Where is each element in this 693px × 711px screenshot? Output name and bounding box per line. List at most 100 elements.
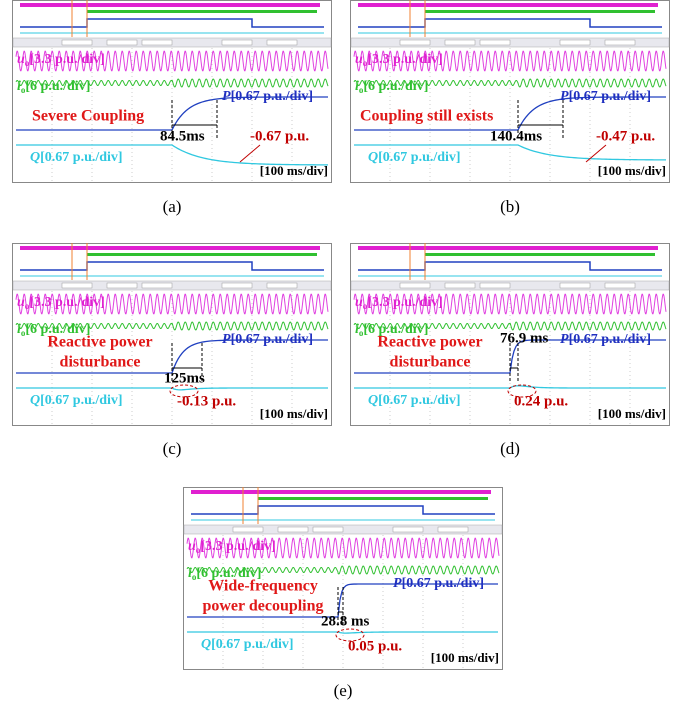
header-box [313,527,343,532]
annotation: disturbance [60,354,141,371]
u-label-var: u [17,295,25,310]
annotation: Severe Coupling [32,108,144,125]
header-box [142,40,172,45]
header-box [233,527,263,532]
q-change-label: -0.47 p.u. [596,128,655,144]
q-change-label: 0.24 p.u. [514,393,568,409]
time-label: 28.8 ms [321,613,369,629]
q-change-label: 0.05 p.u. [348,638,402,654]
p-label-scale: [0.67 p.u./div] [231,332,313,347]
header-box [445,40,475,45]
timebase-label: [100 ms/div] [431,650,499,665]
header-box [222,40,252,45]
p-label: P[0.67 p.u./div] [560,89,651,104]
scope-panel: uo[3.3 p.u./div]io[6 p.u./div]P[0.67 p.u… [184,487,503,700]
p-label-scale: [0.67 p.u./div] [231,89,313,104]
q-label: Q[0.67 p.u./div] [30,393,123,408]
figure-canvas: uo[3.3 p.u./div] io[6 p.u./div] P[0.67 p.u… [0,0,693,711]
q-label: Q[0.67 p.u./div] [201,637,294,652]
timebase-label: [100 ms/div] [260,406,328,421]
q-label: Q[0.67 p.u./div] [368,150,461,165]
overview-green [87,10,317,13]
u-label-scale: [3.3 p.u./div] [200,539,275,554]
u-label-scale: [3.3 p.u./div] [367,295,442,310]
figure: uo[3.3 p.u./div] io[6 p.u./div] P[0.67 p.u… [0,0,693,711]
header-box [393,527,423,532]
u-label: uo[3.3 p.u./div] [355,52,443,68]
header-box [400,40,430,45]
caption: (b) [500,197,520,216]
header-box [267,283,297,288]
header-box [560,40,590,45]
timebase-label: [100 ms/div] [598,163,666,178]
q-label-var: Q [30,393,40,408]
caption: (a) [163,197,182,216]
u-label-scale: [3.3 p.u./div] [367,52,442,67]
u-label-var: u [17,52,25,67]
p-label: P[0.67 p.u./div] [393,576,484,591]
timebase-label: [100 ms/div] [260,163,328,178]
annotation: Wide-frequency [208,578,318,595]
u-label: uo[3.3 p.u./div] [17,295,105,311]
time-label: 140.4ms [490,128,542,144]
header-box [278,527,308,532]
header-box [438,527,468,532]
scope-panel: uo[3.3 p.u./div] io[6 p.u./div] P[0.67 p.u… [13,0,332,216]
i-label-scale: [6 p.u./div] [363,79,428,94]
header-box [222,283,252,288]
overview-bar [191,490,491,494]
i-label: io[6 p.u./div] [17,79,90,95]
header-box [400,283,430,288]
q-label-var: Q [30,150,40,165]
caption: (d) [500,439,520,458]
q-label: Q[0.67 p.u./div] [368,393,461,408]
q-change-label: -0.13 p.u. [177,393,236,409]
header-box [605,283,635,288]
u-label-var: u [188,539,196,554]
header-box [62,283,92,288]
u-label-scale: [3.3 p.u./div] [29,52,104,67]
header-box [267,40,297,45]
header-box [107,40,137,45]
i-label: io[6 p.u./div] [355,79,428,95]
p-label: P[0.67 p.u./div] [222,332,313,347]
header-box [480,40,510,45]
overview-green [425,253,655,256]
header-box [560,283,590,288]
overview-green [258,497,488,500]
q-label-scale: [0.67 p.u./div] [211,637,293,652]
p-label: P[0.67 p.u./div] [222,89,313,104]
caption: (c) [163,439,182,458]
annotation: Coupling still exists [360,108,493,125]
q-label-scale: [0.67 p.u./div] [40,150,122,165]
p-label: P[0.67 p.u./div] [560,332,651,347]
overview-bar [358,3,658,7]
header-box [142,283,172,288]
u-label: uo[3.3 p.u./div] [188,539,276,555]
q-label-var: Q [201,637,211,652]
overview-bar [20,3,320,7]
p-label-scale: [0.67 p.u./div] [569,89,651,104]
u-label-var: u [355,295,363,310]
u-label-var: u [355,52,363,67]
time-label: 76.9 ms [500,330,548,346]
overview-bar [358,246,658,250]
q-label-scale: [0.67 p.u./div] [40,393,122,408]
caption: (e) [334,681,353,700]
annotation: Reactive power [47,334,152,351]
header-box [445,283,475,288]
p-label-scale: [0.67 p.u./div] [569,332,651,347]
header-box [62,40,92,45]
p-label-scale: [0.67 p.u./div] [402,576,484,591]
scope-panel: uo[3.3 p.u./div]io[6 p.u./div]P[0.67 p.u… [13,243,332,458]
q-label-var: Q [368,150,378,165]
overview-green [425,10,655,13]
time-label: 125ms [164,370,205,386]
annotation: power decoupling [202,598,323,615]
q-change-label: -0.67 p.u. [250,128,309,144]
q-label-var: Q [368,393,378,408]
header-box [605,40,635,45]
u-label: uo[3.3 p.u./div] [17,52,105,68]
header-box [107,283,137,288]
q-label-scale: [0.67 p.u./div] [378,150,460,165]
